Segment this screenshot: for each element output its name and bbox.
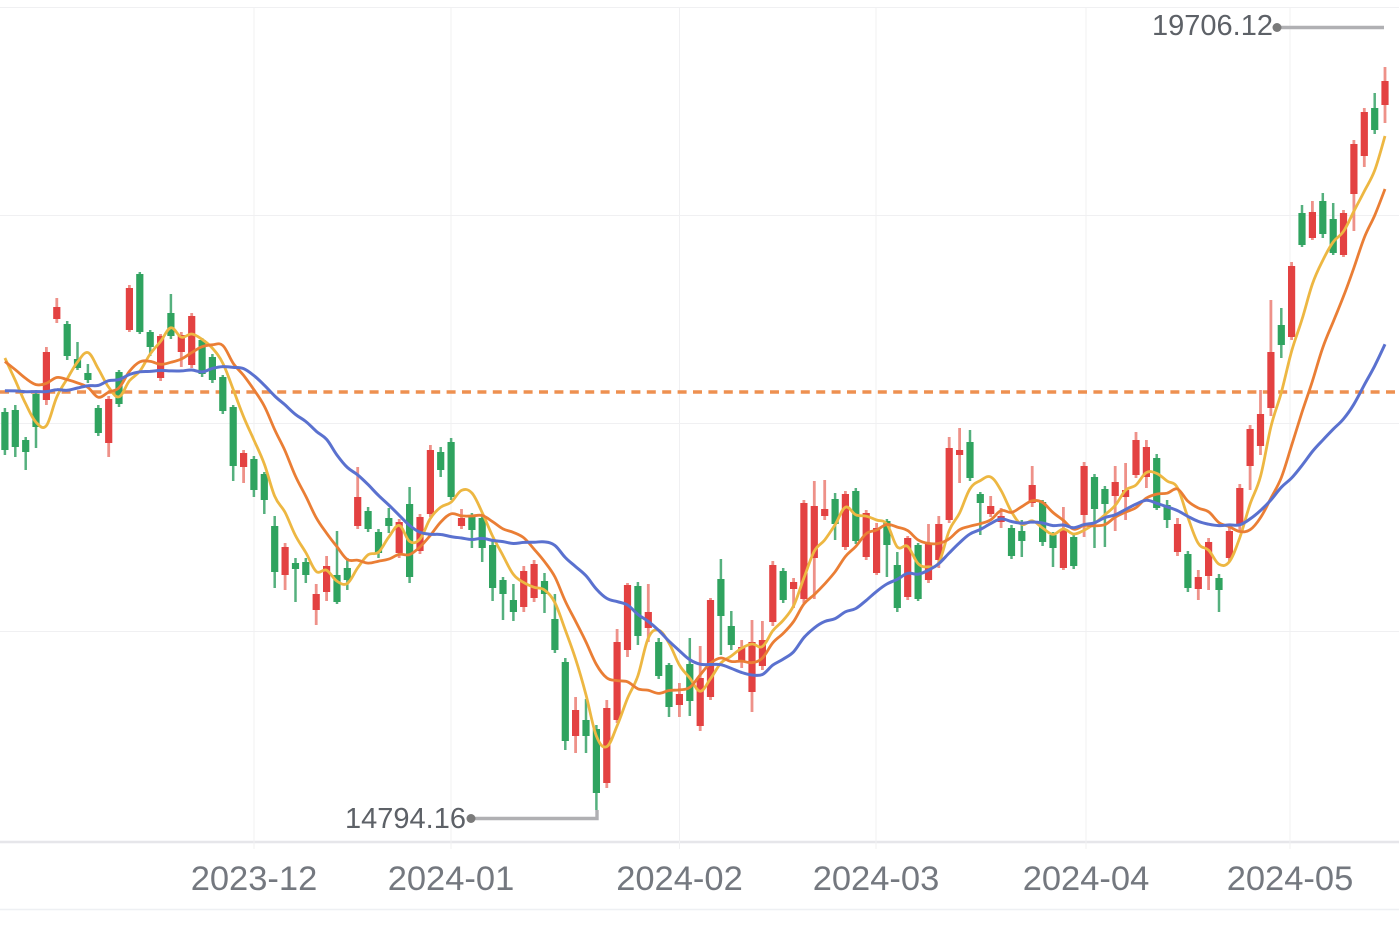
svg-text:2024-02: 2024-02 <box>616 860 743 898</box>
svg-text:2024-01: 2024-01 <box>388 860 515 898</box>
svg-text:2024-05: 2024-05 <box>1227 860 1354 898</box>
svg-text:2024-04: 2024-04 <box>1023 860 1150 898</box>
svg-text:2024-03: 2024-03 <box>813 860 940 898</box>
svg-text:14794.16: 14794.16 <box>345 803 466 835</box>
svg-text:2023-12: 2023-12 <box>191 860 318 898</box>
svg-text:19706.12: 19706.12 <box>1152 10 1273 42</box>
